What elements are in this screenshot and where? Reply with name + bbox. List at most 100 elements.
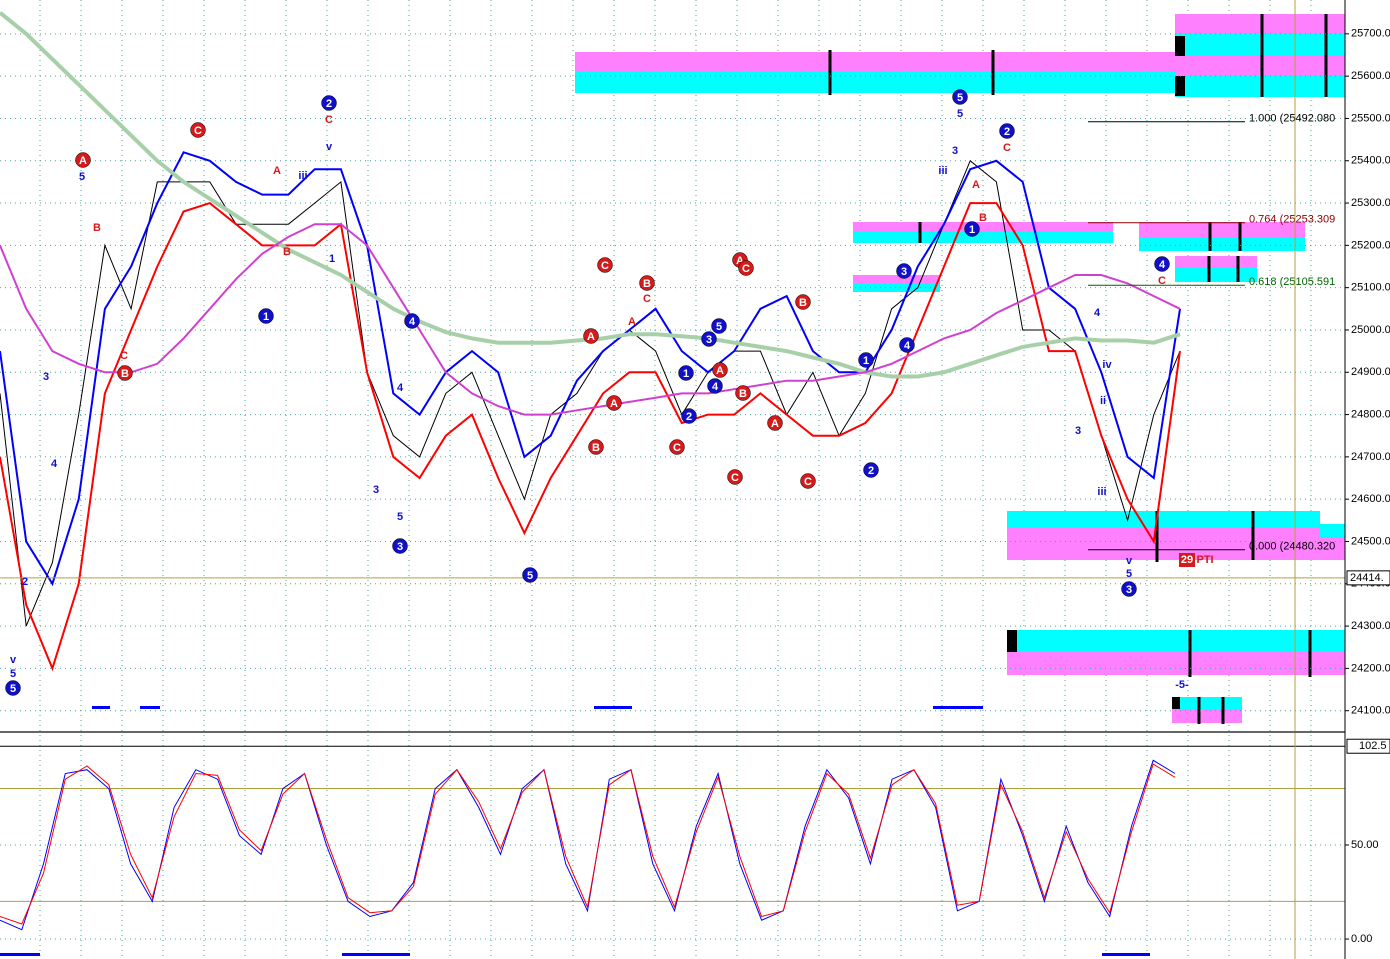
y-tick-label: 24300.00	[1351, 620, 1390, 632]
wave-marker	[999, 123, 1015, 139]
annotation: 3	[373, 484, 379, 496]
y-tick-label: 24900.00	[1351, 366, 1390, 378]
wave-label: 4	[409, 316, 416, 328]
annotation: v	[10, 654, 17, 666]
annotation: v	[326, 141, 333, 153]
annotation: B	[283, 246, 291, 258]
last-price-label: 24414.	[1350, 572, 1384, 584]
annotation: C	[325, 114, 333, 126]
wave-label: C	[601, 260, 609, 272]
annotation: 5	[957, 108, 963, 120]
zone	[1007, 511, 1320, 527]
wave-marker	[738, 260, 754, 276]
marker	[1102, 953, 1150, 956]
y-tick-label: 25300.00	[1351, 197, 1390, 209]
wave-marker	[727, 469, 743, 485]
wave-label: B	[739, 388, 747, 400]
wave-label: A	[610, 398, 618, 410]
annotation: B	[979, 212, 987, 224]
annotation: 5	[397, 511, 403, 523]
wave-label: 3	[901, 266, 907, 278]
annotation: 5	[79, 171, 85, 183]
wave-label: 1	[969, 224, 975, 236]
y-tick-label: 25200.00	[1351, 239, 1390, 251]
wave-label: 3	[397, 541, 403, 553]
wave-marker	[588, 439, 604, 455]
wave-marker	[522, 567, 538, 583]
zone-marker	[1175, 76, 1185, 96]
marker	[0, 953, 40, 956]
wave-marker	[404, 313, 420, 329]
wave-label: C	[673, 442, 681, 454]
last-price-box	[1346, 570, 1390, 586]
zone	[853, 275, 940, 284]
wave-label: B	[643, 278, 651, 290]
zone-marker	[1175, 36, 1185, 56]
wave-label: C	[194, 125, 202, 137]
zone	[1139, 222, 1305, 237]
wave-marker	[767, 415, 783, 431]
wave-marker	[321, 95, 337, 111]
annotation: PTI	[1196, 554, 1213, 566]
wave-marker	[863, 462, 879, 478]
y-tick-label: 25600.00	[1351, 70, 1390, 82]
wave-label: 1	[263, 311, 269, 323]
y-tick-label: 25100.00	[1351, 282, 1390, 294]
wave-marker	[639, 275, 655, 291]
annotation: v	[1126, 555, 1133, 567]
annotation: A	[628, 316, 636, 328]
y-tick-label: 24100.00	[1351, 705, 1390, 717]
zone-marker	[1007, 630, 1017, 652]
zone	[853, 222, 1113, 232]
zone	[1175, 34, 1345, 55]
wave-marker	[701, 331, 717, 347]
y-tick-label: 25000.00	[1351, 324, 1390, 336]
label-box	[1179, 553, 1195, 567]
wave-label: 2	[1004, 126, 1010, 138]
annotation: A	[273, 165, 281, 177]
annotation: 5	[1126, 568, 1132, 580]
wave-label: 1	[863, 355, 869, 367]
wave-label: A	[587, 331, 595, 343]
wave-marker	[896, 263, 912, 279]
wave-label: C	[731, 472, 739, 484]
wave-marker	[678, 365, 694, 381]
wave-marker	[964, 221, 980, 237]
wave-label: 5	[957, 92, 963, 104]
wave-label: B	[799, 297, 807, 309]
zone	[1175, 268, 1257, 282]
wave-marker	[583, 328, 599, 344]
annotation: iii	[938, 165, 947, 177]
wave-marker	[712, 362, 728, 378]
plot: 1.000 (25492.080 0.764 (25253.309 0.618 (2…	[0, 11, 1345, 940]
wave-marker	[681, 408, 697, 424]
y-tick-label: 25500.00	[1351, 112, 1390, 124]
annotation: iii	[298, 170, 307, 182]
wave-label: 2	[868, 465, 874, 477]
wave-label: A	[736, 255, 744, 267]
zones	[575, 14, 1345, 724]
wave-marker	[800, 473, 816, 489]
wave-label: A	[716, 365, 724, 377]
zone	[1175, 256, 1257, 268]
zone	[1175, 14, 1345, 34]
wave-label: 2	[686, 411, 692, 423]
wave-marker	[795, 294, 811, 310]
zone	[1139, 237, 1305, 251]
wave-label: 5	[716, 321, 722, 333]
zone-marker	[1172, 697, 1180, 709]
wave-marker	[735, 385, 751, 401]
y-tick-label: 25400.00	[1351, 155, 1390, 167]
marker	[342, 953, 410, 956]
wave-marker	[1154, 256, 1170, 272]
fib-label: 0.764 (25253.309	[1249, 214, 1335, 226]
wave-marker	[117, 365, 133, 381]
wave-label: 4	[904, 340, 911, 352]
annotation: 3	[1075, 425, 1081, 437]
wave-label: A	[771, 418, 779, 430]
annotation: 4	[51, 458, 58, 470]
axis: 24100.0024200.0024300.0024400.0024500.00…	[1345, 28, 1390, 945]
zone	[1172, 709, 1242, 723]
wave-marker	[597, 257, 613, 273]
wave-label: A	[79, 155, 87, 167]
